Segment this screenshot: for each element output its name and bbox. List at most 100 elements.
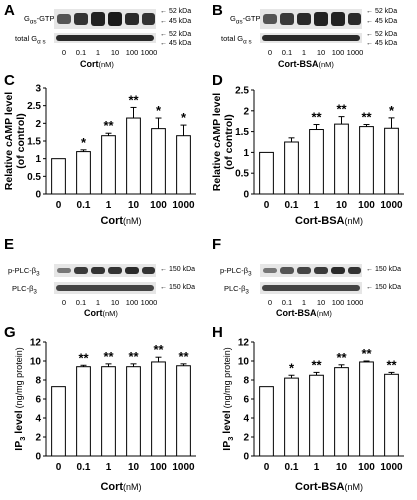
blot-a-lane: 1000 (140, 48, 158, 57)
y-axis-label: Relative cAMP level (3, 92, 15, 191)
significance-marker: ** (336, 350, 347, 365)
significance-marker: ** (361, 346, 372, 361)
bar (51, 386, 66, 457)
y-tick-label: 0.5 (27, 172, 41, 183)
blot-band (108, 267, 122, 274)
y-tick-label: 0 (243, 190, 249, 201)
blot-band (91, 12, 105, 26)
significance-marker: * (156, 103, 162, 118)
bar (76, 151, 91, 195)
bar (176, 135, 191, 195)
y-tick-label: 0 (35, 452, 41, 463)
blot-band (297, 13, 311, 25)
x-axis-label-name: Cort (100, 481, 123, 493)
blot-b-lane: 0 (267, 48, 273, 57)
blot-e-top-label: p-PLC-β3 (8, 266, 40, 278)
blot-e-strip-bottom (54, 282, 156, 294)
panel-letter-a: A (4, 2, 15, 19)
blot-b-marker: ← 52 kDa (366, 8, 398, 15)
y-axis-label-unit: (ng/mg protein) (222, 347, 232, 408)
x-tick-label: 10 (128, 462, 140, 473)
y-axis-label-unit: (ng/mg protein) (14, 347, 24, 408)
panel-letter-g: G (4, 324, 16, 341)
y-tick-label: 2 (35, 433, 41, 444)
blot-band (142, 13, 155, 25)
y-axis-label-rest: level (221, 410, 233, 436)
blot-b-marker: ← 52 kDa (366, 31, 398, 38)
x-tick-label: 10 (336, 200, 348, 211)
blot-band (91, 267, 105, 274)
bar (309, 374, 324, 457)
blot-f-xlabel: Cort-BSA(nM) (276, 308, 332, 318)
blot-f-lane: 1000 (346, 298, 364, 307)
significance-marker: * (389, 103, 395, 118)
bar (51, 158, 66, 195)
y-axis-label: IP3 level (ng/mg protein) (221, 347, 235, 450)
significance-marker: ** (386, 357, 397, 372)
significance-marker: ** (128, 92, 139, 107)
panel-letter-d: D (212, 72, 223, 89)
x-tick-label: 1 (106, 200, 112, 211)
y-axis-label: IP3 level (ng/mg protein) (13, 347, 27, 450)
x-tick-label: 10 (336, 462, 348, 473)
bar (284, 377, 299, 457)
x-axis-label: Cort-BSA(nM) (295, 215, 363, 227)
blot-a-xlabel: Cort(nM) (80, 59, 114, 69)
y-axis-label-rest: level (13, 410, 25, 436)
blot-b-lane: 1 (301, 48, 307, 57)
blot-band (297, 267, 311, 274)
x-tick-label: 1000 (380, 462, 403, 473)
y-tick-label: 2.5 (27, 101, 41, 112)
blot-b: Gαs-GTP total Gα s ← 52 kDa ← 45 kDa ← 5… (208, 0, 417, 70)
blot-b-strip-top (260, 9, 362, 29)
x-tick-label: 100 (358, 200, 375, 211)
blot-b-lane: 0.1 (281, 48, 293, 57)
blot-band (262, 285, 360, 291)
x-axis-label-unit: (nM) (123, 216, 142, 226)
blot-e-marker: ← 150 kDa (160, 284, 196, 291)
blot-band (314, 267, 328, 274)
x-tick-label: 1 (314, 462, 320, 473)
y-tick-label: 1 (35, 154, 41, 165)
bar (101, 366, 116, 457)
blot-a-strip-top (54, 9, 156, 29)
blot-band (314, 12, 328, 26)
significance-marker: ** (103, 349, 114, 364)
x-tick-label: 10 (128, 200, 140, 211)
bar (151, 128, 166, 195)
blot-b-lane: 1000 (346, 48, 364, 57)
significance-marker: ** (153, 342, 164, 357)
y-tick-label: 6 (35, 395, 41, 406)
blot-a-lane: 100 (125, 48, 139, 57)
significance-marker: ** (78, 350, 89, 365)
y-axis-label: Relative cAMP level (211, 93, 223, 192)
y-tick-label: 4 (35, 414, 41, 425)
blot-band (74, 267, 88, 274)
x-tick-label: 0.1 (77, 462, 91, 473)
significance-marker: ** (128, 349, 139, 364)
x-tick-label: 1000 (172, 200, 195, 211)
blot-band (56, 285, 154, 291)
bar (384, 127, 399, 195)
x-axis-label-unit: (nM) (345, 216, 364, 226)
blot-e-xlabel: Cort(nM) (84, 308, 118, 318)
blot-b-bottom-label: total Gα s (221, 34, 252, 46)
x-tick-label: 0 (56, 200, 62, 211)
bar-chart-c: 0 0.5 1 1.5 2 2.5 3 0 * 0.1 ** 1 ** 10 * 100 * 1000 Cort(n… (3, 84, 196, 227)
blot-b-lane: 100 (331, 48, 345, 57)
blot-b-top-label: Gαs-GTP (230, 14, 261, 26)
significance-marker: * (181, 110, 187, 125)
blot-b-strip-bottom (260, 33, 362, 43)
significance-marker: ** (311, 110, 322, 125)
bar (126, 366, 141, 457)
y-tick-label: 1 (243, 148, 249, 159)
blot-band (125, 267, 139, 274)
bar (359, 361, 374, 457)
x-tick-label: 100 (150, 200, 167, 211)
blot-b-xlabel: Cort-BSA(nM) (278, 59, 334, 69)
blot-e-lane: 1 (95, 298, 101, 307)
bar-chart-d: 0 0.5 1 1.5 2 2.5 0 0.1 ** 1 ** 10 ** 100 * 1000 Cort-BS… (211, 86, 404, 227)
y-tick-label: 10 (30, 357, 42, 368)
blot-e-lane: 0.1 (75, 298, 87, 307)
blot-a-marker: ← 45 kDa (160, 18, 192, 25)
